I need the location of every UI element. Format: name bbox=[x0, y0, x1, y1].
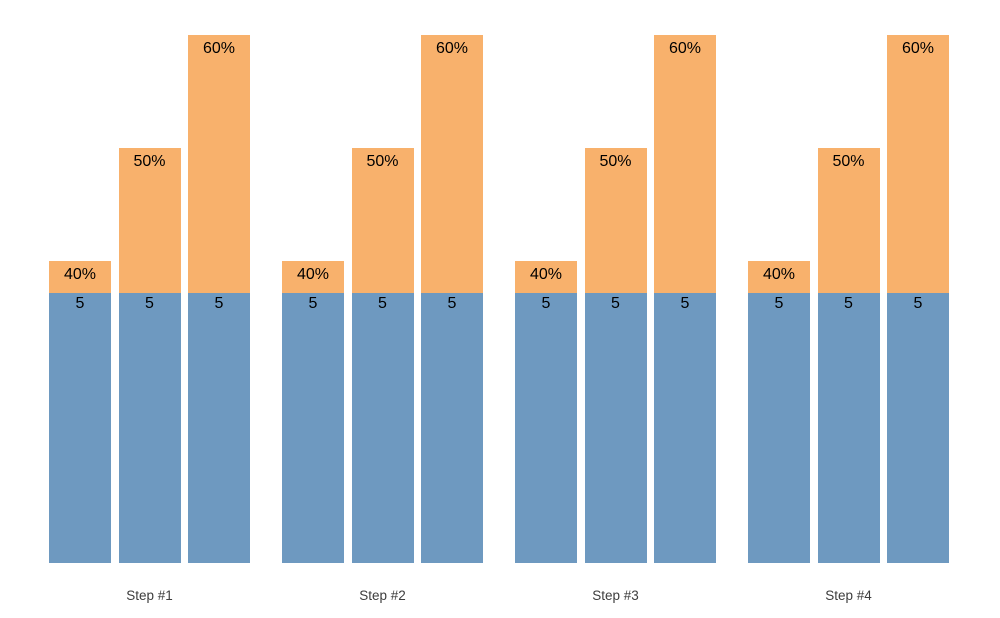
bar-stack: 40% 5 bbox=[515, 261, 577, 563]
base-segment-label: 5 bbox=[308, 295, 318, 312]
bar-stack: 60% 5 bbox=[188, 35, 250, 563]
bar-stack: 40% 5 bbox=[748, 261, 810, 563]
base-segment: 5 bbox=[817, 293, 880, 563]
top-segment-label: 40% bbox=[63, 266, 97, 283]
top-segment: 60% bbox=[421, 35, 483, 293]
bar-stack: 50% 5 bbox=[584, 148, 647, 563]
top-segment-label: 50% bbox=[832, 153, 865, 170]
base-segment: 5 bbox=[421, 293, 483, 563]
top-segment-label: 50% bbox=[599, 153, 632, 170]
category-label: Step #4 bbox=[825, 588, 872, 603]
base-segment: 5 bbox=[118, 293, 181, 563]
top-segment: 60% bbox=[188, 35, 250, 293]
bar-stack: 50% 5 bbox=[351, 148, 414, 563]
top-segment: 60% bbox=[654, 35, 716, 293]
base-segment: 5 bbox=[188, 293, 250, 563]
base-segment-label: 5 bbox=[913, 295, 923, 312]
base-segment-label: 5 bbox=[145, 295, 154, 312]
top-segment: 50% bbox=[118, 148, 181, 293]
base-segment-label: 5 bbox=[214, 295, 224, 312]
base-segment-label: 5 bbox=[447, 295, 457, 312]
base-segment-label: 5 bbox=[611, 295, 620, 312]
base-segment-label: 5 bbox=[774, 295, 784, 312]
top-segment-label: 60% bbox=[901, 40, 935, 57]
base-segment: 5 bbox=[887, 293, 949, 563]
top-segment-label: 40% bbox=[529, 266, 563, 283]
base-segment: 5 bbox=[515, 293, 577, 563]
base-segment: 5 bbox=[748, 293, 810, 563]
bar-stack: 60% 5 bbox=[421, 35, 483, 563]
top-segment-label: 40% bbox=[296, 266, 330, 283]
category-label: Step #1 bbox=[126, 588, 173, 603]
top-segment: 40% bbox=[49, 261, 111, 293]
bar-stack: 50% 5 bbox=[817, 148, 880, 563]
base-segment: 5 bbox=[351, 293, 414, 563]
top-segment: 40% bbox=[282, 261, 344, 293]
base-segment-label: 5 bbox=[541, 295, 551, 312]
top-segment: 40% bbox=[748, 261, 810, 293]
bar-group: 40% 5 50% 5 60% 5 bbox=[515, 0, 716, 563]
bar-group: 40% 5 50% 5 60% 5 bbox=[748, 0, 949, 563]
top-segment: 40% bbox=[515, 261, 577, 293]
top-segment-label: 50% bbox=[133, 153, 166, 170]
top-segment-label: 60% bbox=[668, 40, 702, 57]
bar-stack: 40% 5 bbox=[282, 261, 344, 563]
bar-group: 40% 5 50% 5 60% 5 bbox=[49, 0, 250, 563]
category-label: Step #2 bbox=[359, 588, 406, 603]
base-segment: 5 bbox=[654, 293, 716, 563]
top-segment: 50% bbox=[817, 148, 880, 293]
base-segment-label: 5 bbox=[75, 295, 85, 312]
top-segment: 50% bbox=[584, 148, 647, 293]
top-segment: 60% bbox=[887, 35, 949, 293]
base-segment-label: 5 bbox=[680, 295, 690, 312]
top-segment-label: 50% bbox=[366, 153, 399, 170]
top-segment-label: 40% bbox=[762, 266, 796, 283]
base-segment-label: 5 bbox=[844, 295, 853, 312]
bar-stack: 60% 5 bbox=[654, 35, 716, 563]
bar-stack: 40% 5 bbox=[49, 261, 111, 563]
category-label: Step #3 bbox=[592, 588, 639, 603]
bar-group: 40% 5 50% 5 60% 5 bbox=[282, 0, 483, 563]
top-segment-label: 60% bbox=[202, 40, 236, 57]
base-segment: 5 bbox=[49, 293, 111, 563]
top-segment-label: 60% bbox=[435, 40, 469, 57]
top-segment: 50% bbox=[351, 148, 414, 293]
bar-stack: 60% 5 bbox=[887, 35, 949, 563]
base-segment-label: 5 bbox=[378, 295, 387, 312]
base-segment: 5 bbox=[584, 293, 647, 563]
bar-stack: 50% 5 bbox=[118, 148, 181, 563]
base-segment: 5 bbox=[282, 293, 344, 563]
